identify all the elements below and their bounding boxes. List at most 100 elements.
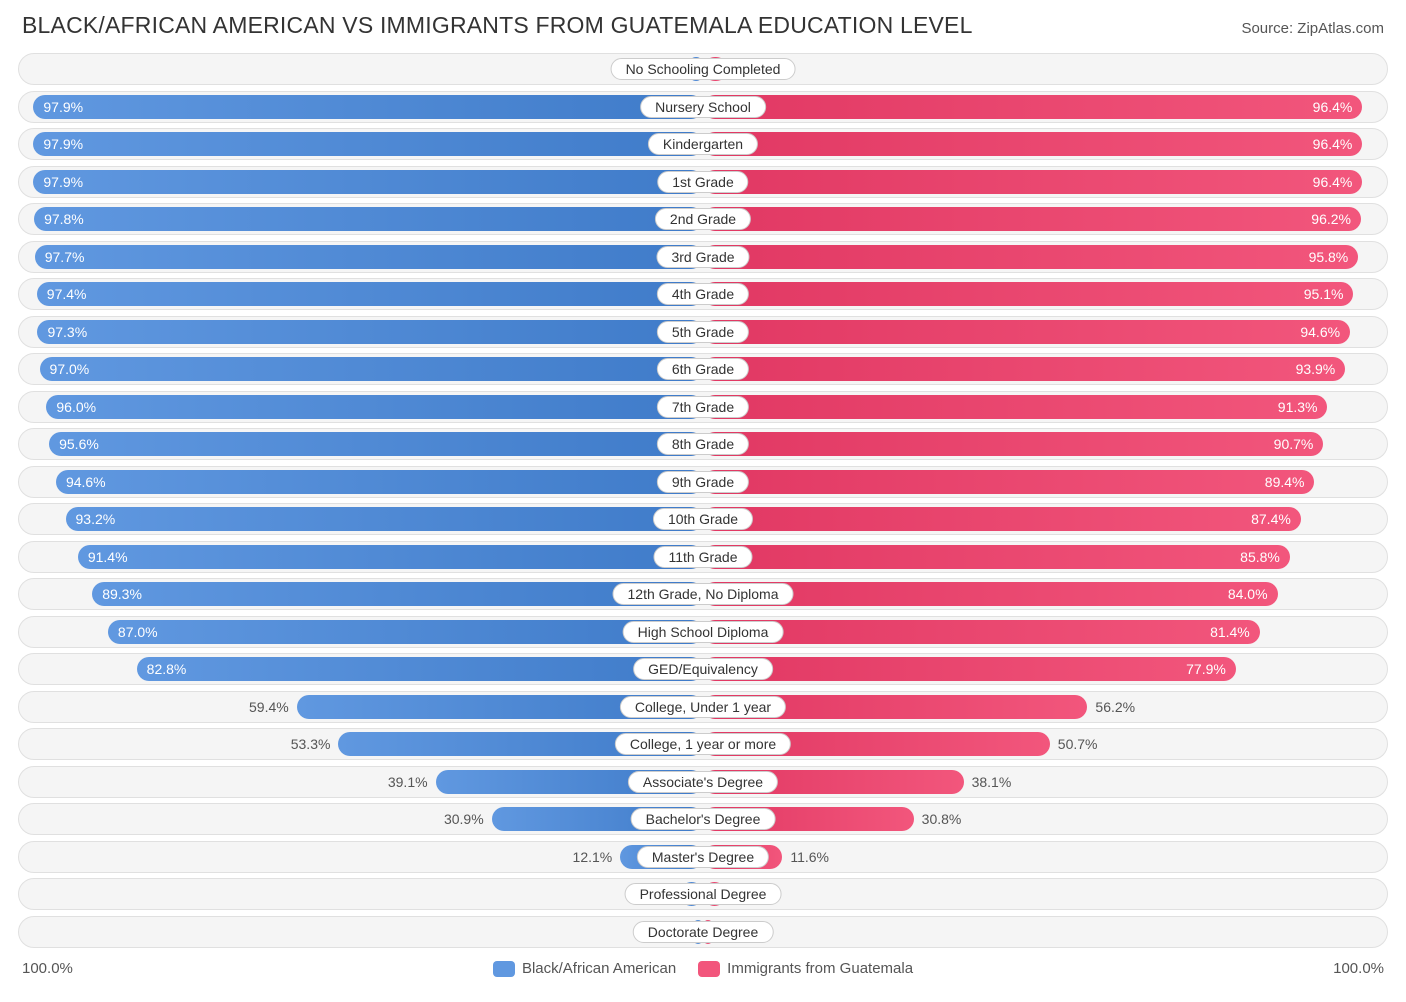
- row-label: GED/Equivalency: [633, 658, 773, 680]
- bar-value-right: 91.3%: [1278, 399, 1318, 415]
- bar-right: 90.7%: [703, 432, 1323, 456]
- bar-value-left: 94.6%: [66, 474, 106, 490]
- bar-right: 96.4%: [703, 170, 1362, 194]
- bar-value-right: 81.4%: [1210, 624, 1250, 640]
- bar-left: 93.2%: [66, 507, 703, 531]
- bar-value-right: 95.1%: [1304, 286, 1344, 302]
- row-label: 6th Grade: [657, 358, 749, 380]
- bar-value-right: 96.4%: [1313, 174, 1353, 190]
- bar-value-left: 53.3%: [291, 736, 331, 752]
- bar-value-right: 95.8%: [1309, 249, 1349, 265]
- bar-value-left: 97.0%: [50, 361, 90, 377]
- bar-right: 96.2%: [703, 207, 1361, 231]
- legend-item-left: Black/African American: [493, 960, 676, 977]
- bar-left: 97.7%: [35, 245, 703, 269]
- bar-value-right: 90.7%: [1274, 436, 1314, 452]
- row-label: High School Diploma: [623, 621, 784, 643]
- legend-swatch-left: [493, 961, 515, 977]
- bar-value-left: 30.9%: [444, 811, 484, 827]
- bar-value-left: 59.4%: [249, 699, 289, 715]
- bar-value-left: 97.9%: [43, 99, 83, 115]
- bar-left: 97.8%: [34, 207, 703, 231]
- bar-value-left: 89.3%: [102, 586, 142, 602]
- bar-right: 96.4%: [703, 95, 1362, 119]
- bar-value-right: 94.6%: [1300, 324, 1340, 340]
- bar-right: 77.9%: [703, 657, 1236, 681]
- row-label: 9th Grade: [657, 471, 749, 493]
- chart-row: 97.4% 95.1% 4th Grade: [18, 278, 1388, 310]
- bar-left: 94.6%: [56, 470, 703, 494]
- chart-row: 97.9% 96.4% 1st Grade: [18, 166, 1388, 198]
- row-label: 4th Grade: [657, 283, 749, 305]
- bar-left: 95.6%: [49, 432, 703, 456]
- chart-footer: 100.0% Black/African American Immigrants…: [18, 954, 1388, 984]
- legend-label-right: Immigrants from Guatemala: [727, 960, 913, 977]
- bar-value-right: 77.9%: [1186, 661, 1226, 677]
- bar-left: 97.0%: [40, 357, 703, 381]
- bar-value-right: 96.4%: [1313, 136, 1353, 152]
- row-label: 2nd Grade: [655, 208, 751, 230]
- axis-label-right: 100.0%: [1333, 960, 1384, 977]
- row-label: Associate's Degree: [628, 771, 778, 793]
- bar-left: 97.3%: [37, 320, 703, 344]
- bar-right: 91.3%: [703, 395, 1327, 419]
- row-label: 3rd Grade: [656, 246, 749, 268]
- bar-left: 97.9%: [33, 170, 703, 194]
- bar-value-left: 12.1%: [573, 849, 613, 865]
- bar-value-left: 95.6%: [59, 436, 99, 452]
- bar-left: 97.9%: [33, 132, 703, 156]
- row-label: 10th Grade: [653, 508, 753, 530]
- bar-right: 81.4%: [703, 620, 1260, 644]
- row-label: 11th Grade: [653, 546, 752, 568]
- row-label: College, 1 year or more: [615, 733, 791, 755]
- chart-row: 2.1%3.6%No Schooling Completed: [18, 53, 1388, 85]
- row-label: 5th Grade: [657, 321, 749, 343]
- bar-left: 96.0%: [46, 395, 703, 419]
- chart-row: 3.4%3.4%Professional Degree: [18, 878, 1388, 910]
- chart-row: 97.0% 93.9% 6th Grade: [18, 353, 1388, 385]
- chart-row: 59.4%56.2%College, Under 1 year: [18, 691, 1388, 723]
- bar-value-right: 93.9%: [1296, 361, 1336, 377]
- bar-value-left: 97.8%: [44, 211, 84, 227]
- chart-row: 95.6% 90.7% 8th Grade: [18, 428, 1388, 460]
- bar-value-right: 96.2%: [1311, 211, 1351, 227]
- bar-value-left: 82.8%: [147, 661, 187, 677]
- bar-value-right: 89.4%: [1265, 474, 1305, 490]
- row-label: 12th Grade, No Diploma: [613, 583, 794, 605]
- bar-right: 87.4%: [703, 507, 1301, 531]
- chart-row: 96.0% 91.3% 7th Grade: [18, 391, 1388, 423]
- row-label: Kindergarten: [648, 133, 758, 155]
- row-label: 8th Grade: [657, 433, 749, 455]
- bar-value-right: 96.4%: [1313, 99, 1353, 115]
- bar-value-left: 91.4%: [88, 549, 128, 565]
- chart-row: 89.3%84.0%12th Grade, No Diploma: [18, 578, 1388, 610]
- row-label: No Schooling Completed: [611, 58, 796, 80]
- row-label: 7th Grade: [657, 396, 749, 418]
- legend-swatch-right: [698, 961, 720, 977]
- chart-row: 94.6% 89.4% 9th Grade: [18, 466, 1388, 498]
- chart-row: 82.8% 77.9% GED/Equivalency: [18, 653, 1388, 685]
- bar-left: 91.4%: [78, 545, 703, 569]
- bar-left: 82.8%: [137, 657, 703, 681]
- row-label: Master's Degree: [637, 846, 769, 868]
- row-label: Bachelor's Degree: [631, 808, 776, 830]
- legend-item-right: Immigrants from Guatemala: [698, 960, 913, 977]
- chart-row: 97.7% 95.8% 3rd Grade: [18, 241, 1388, 273]
- row-label: 1st Grade: [657, 171, 748, 193]
- chart-row: 39.1%38.1%Associate's Degree: [18, 766, 1388, 798]
- bar-value-right: 11.6%: [790, 849, 829, 865]
- chart-row: 97.3% 94.6% 5th Grade: [18, 316, 1388, 348]
- chart-row: 12.1% 11.6% Master's Degree: [18, 841, 1388, 873]
- bar-right: 95.1%: [703, 282, 1353, 306]
- chart-legend: Black/African American Immigrants from G…: [493, 960, 913, 977]
- bar-value-right: 50.7%: [1058, 736, 1098, 752]
- chart-row: 97.8% 96.2% 2nd Grade: [18, 203, 1388, 235]
- bar-right: 96.4%: [703, 132, 1362, 156]
- diverging-bar-chart: 2.1%3.6%No Schooling Completed 97.9% 96.4%…: [18, 53, 1388, 948]
- bar-right: 85.8%: [703, 545, 1290, 569]
- bar-value-right: 85.8%: [1240, 549, 1280, 565]
- bar-value-left: 39.1%: [388, 774, 428, 790]
- bar-value-right: 87.4%: [1251, 511, 1291, 527]
- bar-value-left: 97.9%: [43, 174, 83, 190]
- bar-left: 97.4%: [37, 282, 703, 306]
